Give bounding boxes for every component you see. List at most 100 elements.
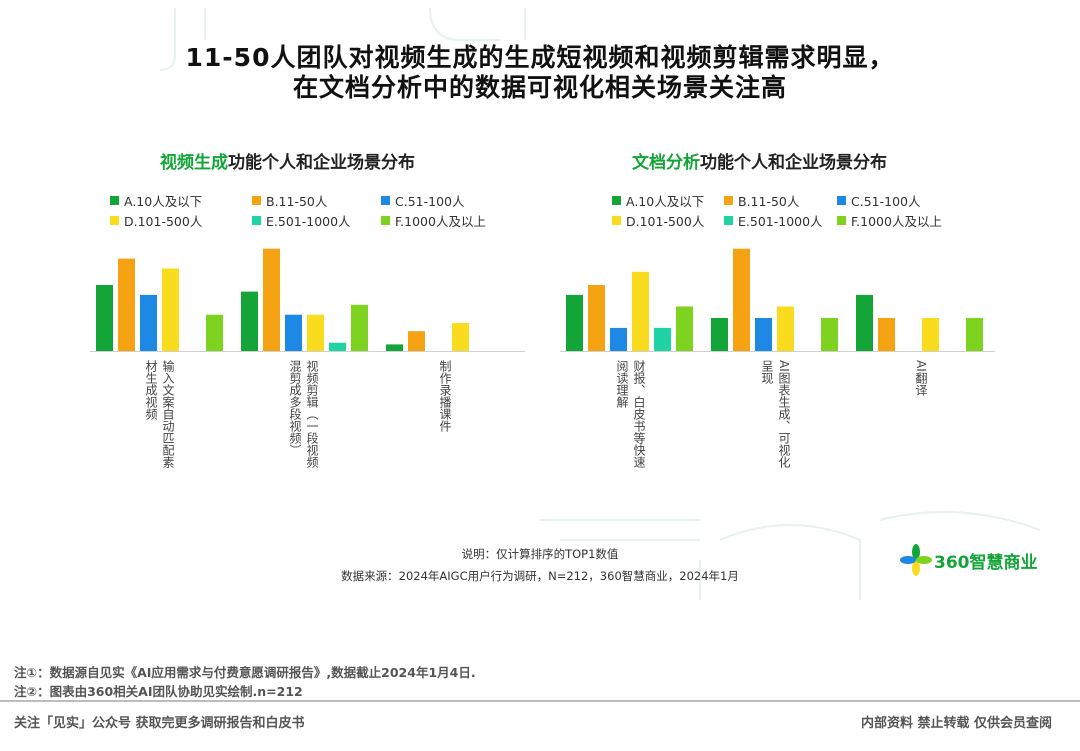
page-title-line-1: 11-50人团队对视频生成的生成短视频和视频剪辑需求明显，: [185, 43, 895, 72]
bar: [922, 318, 939, 351]
bar: [654, 327, 671, 351]
legend-label: A.10人及以下: [124, 194, 203, 209]
legend-swatch: [724, 196, 733, 205]
data-source-note: 数据来源：2024年AIGC用户行为调研，N=212，360智慧商业，2024年…: [341, 569, 739, 583]
legend-item-a: A.10人及以下: [110, 191, 202, 210]
bar: [206, 314, 223, 351]
category-label-line: AI图表生成、可视化: [777, 360, 791, 468]
legend-label: F.1000人及以上: [395, 214, 486, 229]
bar: [566, 294, 583, 351]
footer-divider: [0, 700, 1080, 702]
bar: [140, 294, 157, 351]
legend-swatch: [724, 216, 733, 225]
footnote-1: 注①：数据源自见实《AI应用需求与付费意愿调研报告》,数据截止2024年1月4日…: [14, 665, 476, 680]
bar: [329, 342, 346, 351]
legend-item-a: A.10人及以下: [612, 191, 704, 210]
chart-1-title-rest: 功能个人和企业场景分布: [228, 153, 415, 173]
category-label: 财报、白皮书等快速 阅读理解: [613, 360, 647, 468]
bar: [676, 306, 693, 351]
category-label-line: 制作录播课件: [438, 360, 452, 432]
category-label: 输入文案自动匹配素 材生成视频: [142, 360, 176, 468]
bar: [118, 258, 135, 351]
bar: [632, 271, 649, 351]
legend-swatch: [252, 216, 261, 225]
bar: [241, 291, 258, 351]
chart-1-title: 视频生成功能个人和企业场景分布: [160, 148, 415, 173]
bar: [777, 306, 794, 351]
category-label-line: 阅读理解: [615, 360, 629, 408]
bar: [285, 314, 302, 351]
legend-item-e: E.501-1000人: [252, 211, 351, 230]
bar: [755, 318, 772, 351]
footnote-2: 注②：图表由360相关AI团队协助见实绘制.n=212: [14, 684, 303, 699]
legend-item-f: F.1000人及以上: [381, 211, 486, 230]
legend-swatch: [837, 196, 846, 205]
brand-logo-text: 360智慧商业: [934, 553, 1038, 573]
bar: [878, 318, 895, 351]
footer-disclaimer: 内部资料 禁止转载 仅供会员查阅: [860, 716, 1052, 731]
bar: [733, 248, 750, 351]
chart-1-title-highlight: 视频生成: [160, 153, 228, 173]
legend-swatch: [612, 196, 621, 205]
bar: [856, 294, 873, 351]
category-label: AI翻译: [912, 360, 929, 396]
legend-swatch: [612, 216, 621, 225]
category-label-line: 呈现: [760, 360, 774, 384]
legend-item-b: B.11-50人: [724, 191, 799, 210]
legend-item-c: C.51-100人: [381, 191, 464, 210]
category-label: 视频剪辑（一段视频 混剪成多段视频）: [286, 360, 320, 468]
legend-item-f: F.1000人及以上: [837, 211, 942, 230]
bar: [386, 344, 403, 351]
legend-label: D.101-500人: [626, 214, 705, 229]
chart-1-plot: [90, 248, 525, 352]
bar: [351, 304, 368, 351]
page-title-line-2: 在文档分析中的数据可视化相关场景关注高: [292, 73, 787, 102]
legend-label: C.51-100人: [395, 194, 465, 209]
bar: [263, 248, 280, 351]
legend-label: B.11-50人: [266, 194, 328, 209]
legend-swatch: [110, 216, 119, 225]
legend-label: B.11-50人: [738, 194, 800, 209]
bar: [821, 318, 838, 351]
legend-item-e: E.501-1000人: [724, 211, 823, 230]
category-label-line: 输入文案自动匹配素: [161, 360, 175, 468]
bar: [588, 285, 605, 351]
legend-item-b: B.11-50人: [252, 191, 327, 210]
brand-logo-icon: [900, 544, 932, 576]
legend-item-c: C.51-100人: [837, 191, 920, 210]
legend-label: C.51-100人: [851, 194, 921, 209]
legend-label: A.10人及以下: [626, 194, 705, 209]
bar: [610, 327, 627, 351]
bar: [452, 322, 469, 351]
category-label-line: AI翻译: [914, 360, 928, 396]
chart-2-title-highlight: 文档分析: [632, 153, 700, 173]
chart-2-title-rest: 功能个人和企业场景分布: [700, 153, 887, 173]
legend-swatch: [252, 196, 261, 205]
bar: [96, 285, 113, 351]
bar: [307, 314, 324, 351]
legend-item-d: D.101-500人: [110, 211, 202, 230]
legend-swatch: [110, 196, 119, 205]
category-label-line: 财报、白皮书等快速: [632, 360, 646, 468]
legend-label: E.501-1000人: [266, 214, 351, 229]
footer-follow-text: 关注「见实」公众号 获取完更多调研报告和白皮书: [14, 716, 305, 731]
legend-swatch: [837, 216, 846, 225]
legend-swatch: [381, 216, 390, 225]
bar: [711, 318, 728, 351]
chart-2-plot: [560, 248, 995, 352]
chart-explanation-note: 说明：仅计算排序的TOP1数值: [461, 547, 619, 561]
category-label: 制作录播课件: [436, 360, 453, 432]
legend-item-d: D.101-500人: [612, 211, 704, 230]
category-label-line: 材生成视频: [144, 360, 158, 420]
category-label-line: 混剪成多段视频）: [288, 360, 302, 456]
bar: [966, 318, 983, 351]
legend-label: D.101-500人: [124, 214, 203, 229]
legend-label: E.501-1000人: [738, 214, 823, 229]
bar: [162, 268, 179, 351]
category-label-line: 视频剪辑（一段视频: [305, 360, 319, 468]
legend-swatch: [381, 196, 390, 205]
legend-label: F.1000人及以上: [851, 214, 942, 229]
category-label: AI图表生成、可视化 呈现: [758, 360, 792, 468]
chart-2-title: 文档分析功能个人和企业场景分布: [632, 148, 887, 173]
